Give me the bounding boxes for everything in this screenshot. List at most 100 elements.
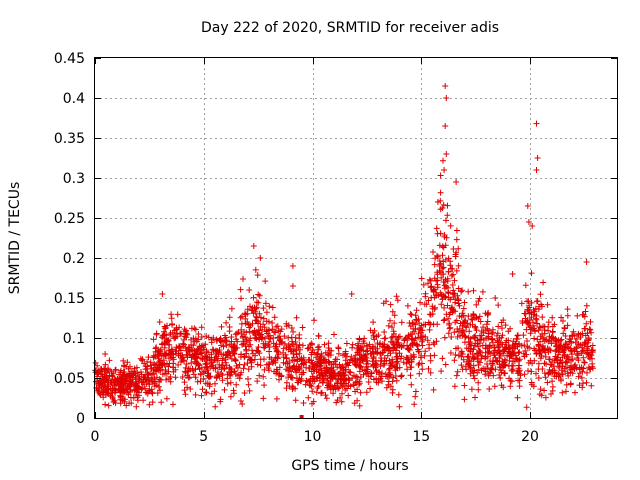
data-point xyxy=(387,317,393,324)
data-point xyxy=(542,394,549,401)
data-point xyxy=(294,356,301,363)
data-point xyxy=(580,354,587,361)
data-point xyxy=(248,307,255,314)
data-point xyxy=(163,376,170,383)
data-point xyxy=(578,374,585,381)
data-point xyxy=(510,343,517,350)
data-point xyxy=(327,370,334,377)
data-point xyxy=(410,354,417,361)
data-point xyxy=(125,365,132,372)
data-point xyxy=(124,359,131,366)
data-point xyxy=(349,344,356,351)
data-point xyxy=(192,366,199,373)
data-point xyxy=(389,339,396,346)
data-point xyxy=(103,369,110,376)
data-point xyxy=(390,328,397,335)
data-point xyxy=(397,355,404,362)
data-point xyxy=(516,383,523,390)
data-point xyxy=(538,352,545,359)
data-point xyxy=(265,333,272,340)
data-point xyxy=(161,335,168,342)
data-point xyxy=(412,393,419,400)
data-point xyxy=(285,346,292,353)
data-point xyxy=(183,327,189,334)
data-point xyxy=(288,368,295,375)
data-point xyxy=(538,392,545,399)
data-point xyxy=(197,355,204,362)
data-point xyxy=(162,341,169,348)
data-point xyxy=(210,335,217,341)
data-point xyxy=(452,299,459,306)
data-point xyxy=(222,351,229,358)
data-point xyxy=(133,403,140,410)
data-point xyxy=(318,390,324,397)
data-point xyxy=(234,338,241,345)
data-point xyxy=(501,370,508,377)
data-point xyxy=(385,366,392,373)
data-point xyxy=(580,365,587,372)
data-point xyxy=(157,357,164,364)
data-point xyxy=(154,365,161,372)
data-point xyxy=(469,316,476,323)
data-point xyxy=(434,321,441,328)
data-point xyxy=(316,377,323,384)
data-point xyxy=(256,336,263,343)
data-point xyxy=(404,366,411,373)
data-point xyxy=(544,301,551,308)
data-point xyxy=(266,367,272,374)
data-point xyxy=(434,252,440,259)
data-point xyxy=(411,401,418,408)
data-point xyxy=(548,340,555,347)
data-point xyxy=(328,364,335,371)
data-point xyxy=(532,347,538,354)
data-point xyxy=(431,306,438,313)
data-point xyxy=(534,336,541,343)
data-point xyxy=(227,365,234,372)
data-point xyxy=(171,335,178,342)
data-point xyxy=(263,309,270,316)
data-point xyxy=(407,353,414,359)
data-point xyxy=(124,385,131,392)
data-point xyxy=(462,334,469,340)
data-point xyxy=(430,339,437,346)
data-point xyxy=(471,334,477,340)
data-point xyxy=(146,387,153,394)
data-point xyxy=(491,344,498,351)
data-point xyxy=(311,368,318,374)
data-point xyxy=(533,370,539,377)
data-point xyxy=(334,380,341,386)
data-point xyxy=(407,323,414,330)
data-point xyxy=(286,359,293,365)
data-point xyxy=(562,368,569,375)
data-point xyxy=(367,327,374,334)
data-point xyxy=(342,357,349,364)
data-point xyxy=(526,324,533,330)
data-point xyxy=(556,372,563,379)
data-point xyxy=(138,369,144,375)
data-point xyxy=(534,320,541,327)
data-point xyxy=(389,333,396,340)
data-point xyxy=(163,395,170,402)
data-point xyxy=(175,350,182,357)
data-point xyxy=(364,357,371,364)
data-point xyxy=(377,350,384,357)
data-point xyxy=(254,378,261,385)
data-point xyxy=(539,331,546,337)
data-point xyxy=(280,345,287,352)
data-point xyxy=(547,361,554,368)
data-point xyxy=(181,326,188,333)
data-point xyxy=(92,378,99,385)
data-point xyxy=(574,351,581,357)
data-point xyxy=(116,371,123,378)
data-point xyxy=(507,383,514,390)
data-point xyxy=(549,378,556,385)
data-point xyxy=(198,324,205,331)
data-point xyxy=(382,335,389,342)
data-point xyxy=(372,364,379,371)
data-point xyxy=(224,371,231,378)
data-point xyxy=(365,379,372,385)
data-point xyxy=(341,382,347,388)
data-point xyxy=(455,345,462,351)
data-point xyxy=(433,292,440,298)
data-point xyxy=(161,340,168,346)
